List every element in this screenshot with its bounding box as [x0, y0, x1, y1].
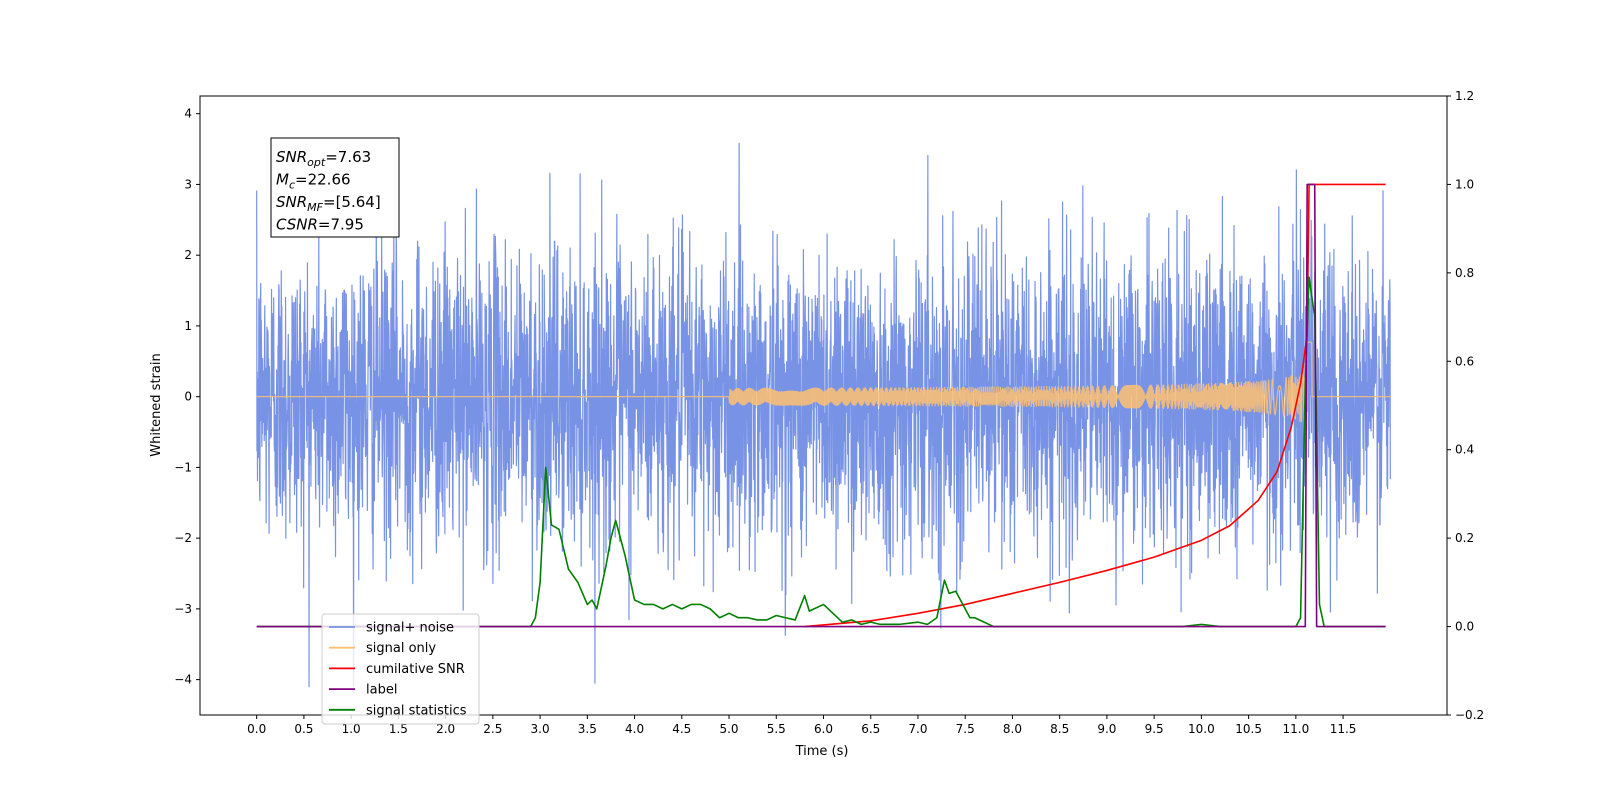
y2-tick-label: 0.6	[1455, 354, 1474, 368]
series-label	[256, 183, 1386, 628]
x-axis: 0.0 0.5 1.0 1.5 2.0 2.5 3.0 3.5 4.0 4.5 5.0 5.5 6.0 6…	[247, 715, 1356, 736]
annotation-subscript: opt	[307, 156, 326, 169]
legend: signal+ noise signal only cumilative SNR la…	[321, 613, 480, 725]
annotation-value: =22.66	[295, 171, 351, 189]
series-signal-only	[256, 341, 1391, 432]
y-tick-label: 1	[184, 319, 192, 333]
annotation-symbol: SNR	[276, 148, 307, 166]
annotation-symbol: M	[276, 171, 289, 189]
series-layer	[256, 142, 1391, 688]
legend-label-cumilative-snr: cumilative SNR	[366, 662, 465, 677]
annotation-value: =7.95	[318, 216, 364, 234]
y-tick-label: 4	[184, 107, 192, 121]
x-tick-label: 2.0	[436, 722, 455, 736]
y-tick-label: −4	[174, 673, 192, 687]
annotation-subscript: c	[289, 179, 295, 192]
y2-tick-label: 1.0	[1455, 177, 1474, 191]
x-tick-label: 0.5	[294, 722, 313, 736]
x-tick-label: 10.5	[1235, 722, 1262, 736]
x-tick-label: 5.5	[767, 722, 786, 736]
y-tick-label: 0	[184, 390, 192, 404]
x-tick-label: 0.0	[247, 722, 266, 736]
annotation-subscript: MF	[307, 201, 323, 214]
y-axis-right: 1.2 1.0 0.8 0.6 0.4 0.2 0.0 −0.2	[1447, 89, 1484, 722]
x-tick-label: 11.5	[1330, 722, 1357, 736]
y-tick-label: −2	[174, 531, 192, 545]
annotation-symbol: SNR	[276, 193, 307, 211]
y-tick-label: −3	[174, 602, 192, 616]
series-signal-noise	[256, 142, 1391, 688]
y2-tick-label: 0.8	[1455, 266, 1474, 280]
x-tick-label: 7.5	[956, 722, 975, 736]
x-tick-label: 8.0	[1003, 722, 1022, 736]
x-tick-label: 3.0	[531, 722, 550, 736]
annotation-line: CSNR=7.95	[276, 216, 364, 234]
x-tick-label: 6.0	[814, 722, 833, 736]
x-tick-label: 10.0	[1188, 722, 1215, 736]
y-axis-left: 4 3 2 1 0 −1 −2 −3 −4	[174, 107, 200, 687]
y-tick-label: 3	[184, 177, 192, 191]
x-tick-label: 9.0	[1097, 722, 1116, 736]
annotation-line: SNRopt=7.63	[276, 148, 371, 169]
x-tick-label: 4.0	[625, 722, 644, 736]
x-tick-label: 1.5	[389, 722, 408, 736]
y2-tick-label: −0.2	[1455, 708, 1484, 722]
x-tick-label: 9.5	[1145, 722, 1164, 736]
x-tick-label: 3.5	[578, 722, 597, 736]
annotation-value: =[5.64]	[323, 193, 381, 211]
y2-tick-label: 0.4	[1455, 443, 1474, 457]
x-tick-label: 1.0	[342, 722, 361, 736]
x-tick-label: 5.0	[719, 722, 738, 736]
annotation-value: =7.63	[325, 148, 371, 166]
legend-label-label: label	[366, 683, 397, 698]
legend-frame	[321, 613, 480, 725]
annotation-frame	[270, 137, 400, 238]
legend-label-signal-only: signal only	[366, 641, 436, 656]
x-tick-label: 6.5	[861, 722, 880, 736]
x-tick-label: 2.5	[483, 722, 502, 736]
x-tick-label: 8.5	[1050, 722, 1069, 736]
annotation-line: SNRMF=[5.64]	[276, 193, 381, 214]
x-tick-label: 7.0	[908, 722, 927, 736]
y2-tick-label: 1.2	[1455, 89, 1474, 103]
y-axis-label: Whitened strain	[149, 353, 164, 456]
y-tick-label: 2	[184, 248, 192, 262]
x-tick-label: 11.0	[1282, 722, 1309, 736]
annotation-line: Mc=22.66	[276, 171, 351, 192]
y-tick-label: −1	[174, 460, 192, 474]
y2-tick-label: 0.0	[1455, 620, 1474, 634]
y2-tick-label: 0.2	[1455, 531, 1474, 545]
legend-label-signal-noise: signal+ noise	[366, 621, 454, 636]
legend-label-signal-statistics: signal statistics	[366, 703, 467, 718]
x-axis-label: Time (s)	[795, 744, 849, 759]
x-tick-label: 4.5	[672, 722, 691, 736]
annotation-symbol: CSNR	[276, 216, 318, 234]
